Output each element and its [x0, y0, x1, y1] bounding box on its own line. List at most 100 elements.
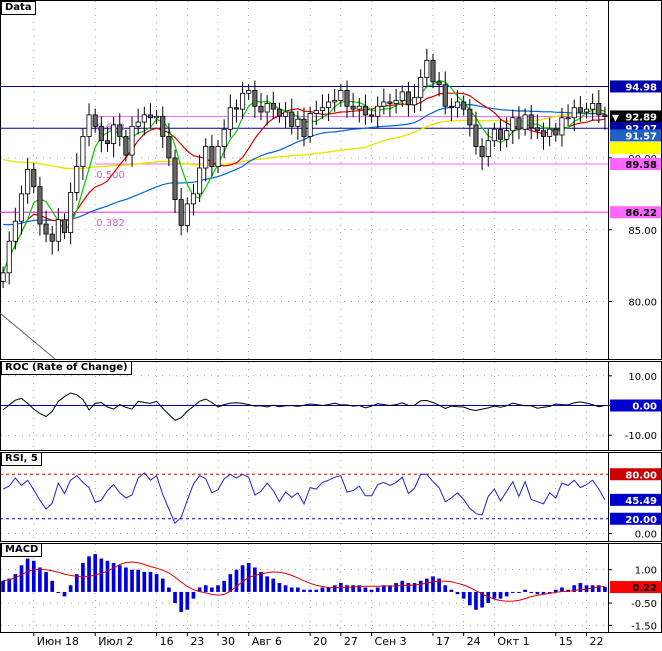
candle: [522, 114, 528, 130]
candle: [147, 114, 154, 119]
candle: [375, 105, 381, 117]
macd-bar: [326, 587, 331, 592]
macd-bar: [197, 587, 202, 592]
candle: [332, 100, 338, 103]
macd-bar: [142, 571, 147, 592]
macd-bar: [590, 585, 595, 592]
candle: [135, 121, 141, 127]
candle: [387, 101, 393, 104]
macd-bar: [486, 591, 491, 604]
candle: [283, 111, 289, 117]
x-tick-label: 30: [221, 635, 235, 648]
macd-bar: [400, 580, 405, 592]
candle: [393, 100, 399, 104]
macd-bar: [124, 567, 128, 592]
candle: [111, 124, 117, 144]
candle: [344, 90, 350, 107]
macd-bar: [388, 585, 392, 592]
macd-bar: [31, 560, 36, 592]
candle: [129, 125, 135, 156]
candle: [350, 105, 356, 110]
macd-bar: [560, 587, 564, 592]
macd-bar: [289, 587, 294, 592]
macd-bar: [136, 569, 141, 592]
macd-bar: [259, 571, 263, 592]
rsi-pane-label: RSI, 5: [1, 452, 42, 466]
macd-bar: [62, 591, 67, 597]
macd-badge-label: 0.22: [632, 583, 657, 594]
candle: [430, 59, 436, 83]
ma-slowest-line: [2, 111, 605, 170]
candle: [12, 220, 18, 242]
candle: [319, 107, 325, 111]
macd-bar: [117, 565, 122, 592]
macd-bar: [443, 585, 448, 592]
roc-tick-label: -10.00: [625, 431, 657, 442]
macd-bar: [578, 583, 583, 592]
rsi-tick-label: 0.00: [635, 530, 657, 541]
candle: [497, 128, 504, 140]
macd-bar: [228, 574, 233, 592]
rsi-badge: [610, 512, 661, 525]
macd-bar: [154, 574, 159, 592]
candle: [264, 102, 270, 113]
price-tick-label: 80.00: [628, 298, 657, 309]
candle: [227, 107, 233, 130]
candle: [454, 101, 461, 109]
candle: [583, 108, 590, 113]
candle: [258, 105, 264, 113]
candle: [289, 111, 295, 127]
price-tick-label: 85.00: [628, 226, 657, 237]
macd-bar: [105, 560, 110, 592]
macd-bar: [406, 583, 411, 592]
macd-tick-label: 1.00: [635, 566, 657, 577]
price-badge-marker: ▼: [612, 113, 619, 123]
candle: [338, 90, 344, 101]
x-tick-label: Сен 3: [375, 635, 407, 648]
candle: [92, 114, 98, 127]
macd-bar: [216, 585, 220, 592]
candle: [74, 166, 80, 193]
macd-bar: [38, 567, 42, 592]
candle: [172, 157, 178, 201]
macd-bar: [234, 569, 239, 592]
candle: [160, 115, 166, 137]
candle: [86, 114, 92, 137]
candle: [117, 124, 123, 137]
macd-bar: [437, 578, 441, 592]
macd-bar: [130, 569, 134, 592]
roc-tick-label: 10.00: [628, 372, 657, 383]
candle: [571, 107, 577, 119]
x-tick-label: 27: [344, 635, 358, 648]
candle: [448, 105, 454, 109]
x-tick-label: 16: [160, 635, 174, 648]
macd-bar: [504, 591, 509, 597]
x-tick-label: 17: [436, 635, 450, 648]
macd-bar: [185, 591, 190, 610]
x-tick-label: Авг 6: [252, 635, 282, 648]
candle: [540, 130, 547, 137]
candle: [479, 146, 485, 157]
candle: [534, 127, 540, 132]
macd-bar: [381, 585, 386, 592]
macd-bar: [148, 571, 153, 592]
candle: [307, 113, 313, 137]
candle: [141, 114, 147, 123]
price-badge-label: 92.89: [625, 112, 657, 123]
macd-bar: [572, 585, 577, 592]
candle: [326, 101, 332, 109]
candle: [203, 146, 209, 169]
macd-bar: [351, 585, 355, 592]
fib-level-label: 0.618: [96, 122, 125, 133]
roc-badge: [610, 399, 661, 412]
price-pane-frame: [0, 0, 662, 360]
macd-bar: [320, 587, 325, 592]
x-tick-label: Июл 2: [98, 635, 133, 648]
macd-bar: [535, 591, 540, 595]
macd-bar: [461, 591, 466, 599]
price-badge: [610, 110, 661, 123]
macd-bar: [363, 587, 368, 592]
rsi-badge: [610, 493, 661, 506]
price-badge: [610, 157, 661, 170]
candle: [31, 169, 37, 188]
